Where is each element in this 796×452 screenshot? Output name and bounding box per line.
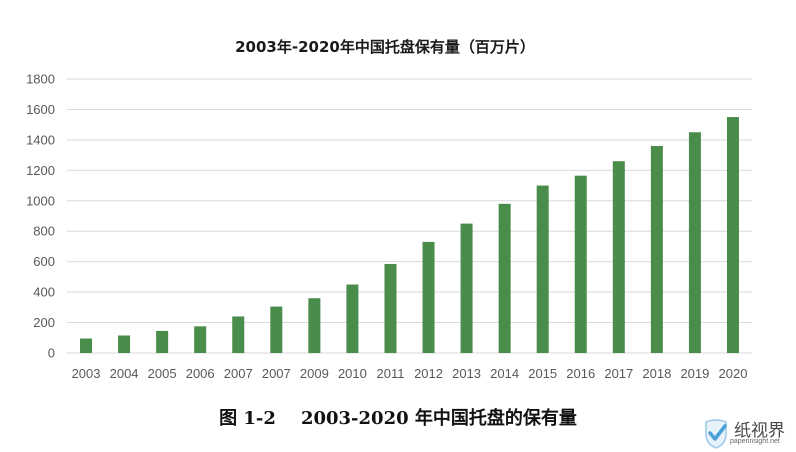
y-tick-label: 0 — [48, 346, 55, 361]
x-tick-label: 2015 — [528, 366, 557, 381]
bar-chart: 2003年-2020年中国托盘保有量（百万片） 0 200 400 600 800 100… — [26, 38, 752, 381]
y-tick-label: 600 — [33, 254, 55, 269]
bar-2011 — [384, 263, 397, 353]
bar-2006 — [194, 326, 207, 353]
y-tick-label: 1400 — [26, 132, 55, 147]
chart-title: 2003年-2020年中国托盘保有量（百万片） — [235, 38, 535, 56]
x-tick-label: 2016 — [566, 366, 595, 381]
watermark-url: paperinsight.net — [730, 438, 780, 445]
bar-2005 — [156, 330, 169, 353]
x-tick-label: 2017 — [604, 366, 633, 381]
bar-2009 — [308, 298, 321, 353]
x-tick-label: 2007 — [224, 366, 253, 381]
x-tick-label: 2009 — [300, 366, 329, 381]
y-tick-label: 200 — [33, 315, 55, 330]
bar-2004 — [118, 335, 131, 353]
x-tick-label: 2006 — [186, 366, 215, 381]
x-tick-label: 2018 — [642, 366, 671, 381]
y-tick-label: 1800 — [26, 72, 55, 87]
x-tick-label: 2011 — [376, 366, 404, 381]
bar-2012 — [422, 241, 435, 353]
bar-2014 — [498, 203, 511, 353]
x-tick-label: 2004 — [110, 366, 139, 381]
bar-2015 — [536, 185, 549, 353]
y-tick-label: 1600 — [26, 102, 55, 117]
x-tick-label: 2007 — [262, 366, 291, 381]
y-tick-label: 1200 — [26, 163, 55, 178]
x-tick-label: 2003 — [72, 366, 101, 381]
bar-2010 — [346, 284, 359, 353]
x-tick-label: 2010 — [338, 366, 367, 381]
bar-2007 — [270, 306, 283, 353]
bar-2019 — [688, 132, 701, 353]
x-tick-label: 2005 — [148, 366, 177, 381]
y-tick-label: 800 — [33, 224, 55, 239]
y-tick-label: 400 — [33, 285, 55, 300]
y-tick-label: 1000 — [26, 193, 55, 208]
watermark: 纸视界 paperinsight.net — [700, 414, 796, 452]
checkmark-logo-icon — [705, 419, 727, 449]
y-axis-ticks: 0 200 400 600 800 1000 1200 1400 1600 1800 — [26, 72, 55, 361]
figure-caption: 图 1-2 2003-2020 年中国托盘的保有量 — [219, 408, 577, 429]
x-tick-label: 2012 — [414, 366, 443, 381]
bar-2007 — [232, 316, 245, 353]
x-axis-ticks: 2003 2004 2005 2006 2007 2007 2009 2010 2011 2012… — [72, 366, 748, 381]
watermark-text: 纸视界 — [734, 421, 785, 441]
bar-2020 — [726, 117, 739, 353]
bar-2016 — [574, 175, 587, 353]
x-tick-label: 2013 — [452, 366, 481, 381]
bar-2013 — [460, 223, 473, 353]
bar-2017 — [612, 161, 625, 353]
bar-2003 — [80, 338, 93, 353]
x-tick-label: 2020 — [719, 366, 748, 381]
x-tick-label: 2014 — [490, 366, 519, 381]
bars — [80, 117, 739, 353]
gridlines — [67, 78, 752, 354]
bar-2018 — [650, 145, 663, 353]
x-tick-label: 2019 — [680, 366, 709, 381]
